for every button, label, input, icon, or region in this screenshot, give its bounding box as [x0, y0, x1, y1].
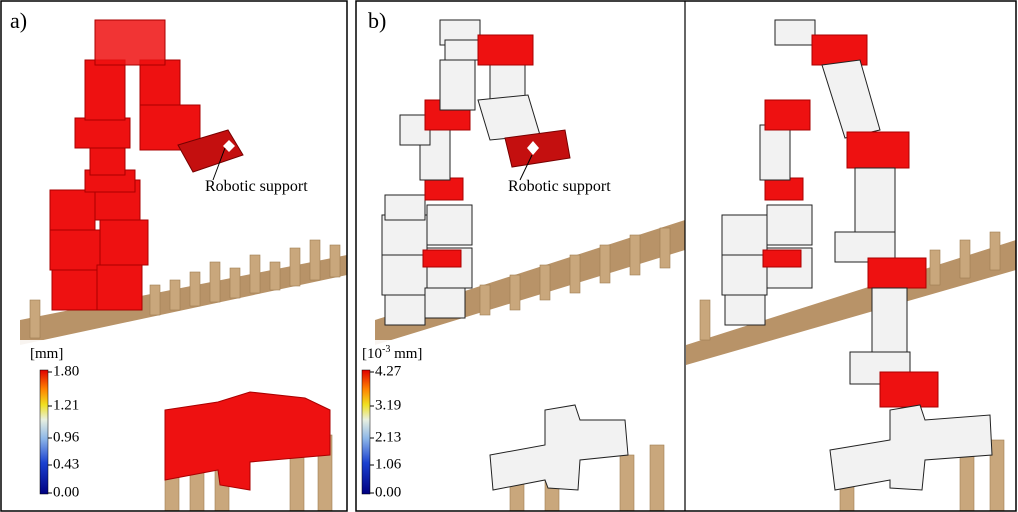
unit-superscript: -3	[382, 344, 390, 355]
panel-label: a)	[10, 8, 27, 33]
figure: Robotic support a) [mm] 1.80 1.21 0.96 0.43…	[0, 0, 1018, 512]
panel-label: b)	[368, 8, 386, 33]
panel-label: c)	[648, 8, 665, 33]
unit-text: [10	[362, 346, 382, 362]
panel-a: Robotic support a) [mm] 1.80 1.21 0.96 0.43…	[1, 1, 347, 512]
unit-text: mm]	[390, 346, 422, 362]
colorbar-tick-label: 3.19	[375, 397, 401, 413]
colorbar-tick-label: 4.27	[375, 363, 402, 379]
panel-c: c)	[648, 8, 1016, 512]
panel-b: Robotic support b) [10-3 mm] 4.27 3.19 2.1…	[358, 8, 685, 512]
annotation: Robotic support	[205, 178, 308, 195]
colorbar	[362, 370, 370, 494]
colorbar-tick-label: 0.43	[53, 456, 79, 472]
colorbar-unit: [10-3 mm]	[362, 344, 422, 362]
colorbar-tick-label: 0.96	[53, 429, 80, 445]
colorbar-tick-label: 0.00	[375, 484, 401, 500]
colorbar-tick-label: 1.21	[53, 397, 79, 413]
colorbar	[40, 370, 48, 494]
colorbar-unit: [mm]	[30, 346, 63, 362]
colorbar-tick-label: 1.06	[375, 456, 402, 472]
colorbar-tick-label: 2.13	[375, 429, 401, 445]
colorbar-tick-label: 1.80	[53, 363, 79, 379]
colorbar-tick-label: 0.00	[53, 484, 79, 500]
annotation: Robotic support	[508, 178, 611, 195]
blocks	[722, 20, 992, 490]
